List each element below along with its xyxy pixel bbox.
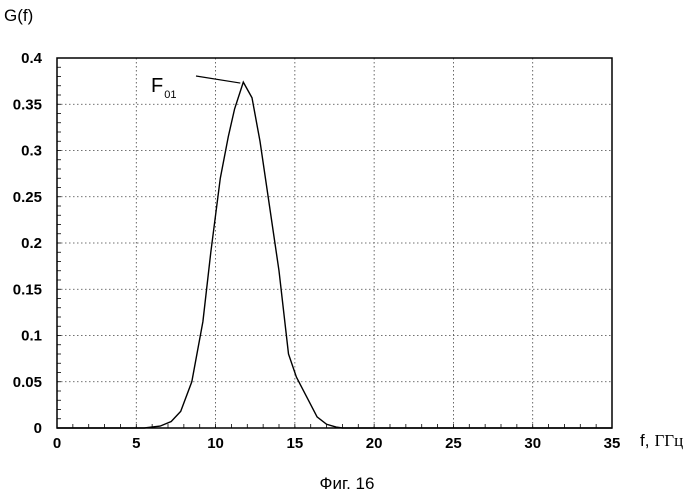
x-axis-unit: ГГц [654, 431, 683, 450]
annotation-label: F01 [151, 75, 176, 101]
figure-caption: Фиг. 16 [320, 474, 375, 493]
y-tick-label: 0.35 [13, 96, 42, 113]
y-tick-label: 0.25 [13, 189, 42, 206]
annotation-subscript: 01 [164, 89, 176, 101]
x-axis-variable: f, [640, 431, 649, 450]
x-tick-label: 10 [207, 435, 224, 452]
y-tick-label: 0 [34, 420, 42, 437]
y-tick-labels: 0 0.05 0.1 0.15 0.2 0.25 0.3 0.35 0.4 [13, 50, 43, 437]
gridlines [57, 58, 612, 428]
x-tick-labels: 0 5 10 15 20 25 30 35 [53, 435, 621, 452]
x-tick-label: 5 [132, 435, 140, 452]
y-tick-label: 0.1 [21, 328, 42, 345]
x-axis-title: f, ГГц [640, 431, 683, 450]
x-tick-label: 15 [287, 435, 304, 452]
x-tick-label: 30 [524, 435, 541, 452]
annotation-leader-line [196, 76, 240, 83]
y-axis-title: G(f) [4, 6, 33, 25]
y-tick-label: 0.2 [21, 235, 42, 252]
x-tick-label: 20 [366, 435, 383, 452]
series-line [57, 82, 612, 428]
x-tick-label: 0 [53, 435, 61, 452]
y-tick-label: 0.3 [21, 143, 42, 160]
y-tick-label: 0.4 [21, 50, 43, 67]
y-tick-label: 0.05 [13, 374, 42, 391]
annotation-main: F [151, 75, 163, 97]
x-tick-label: 35 [604, 435, 621, 452]
y-tick-label: 0.15 [13, 281, 42, 298]
x-tick-label: 25 [445, 435, 462, 452]
